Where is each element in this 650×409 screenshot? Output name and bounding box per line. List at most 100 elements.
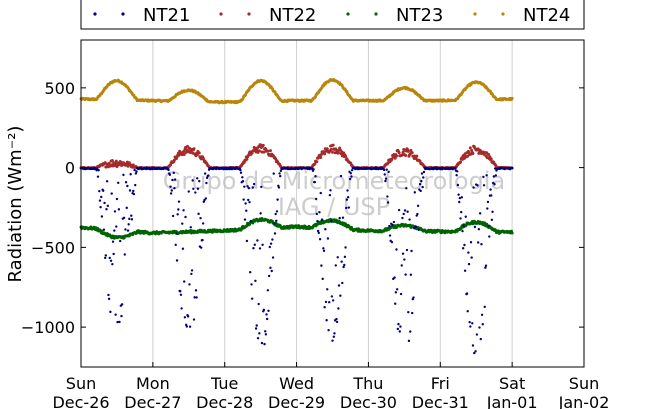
point-nt21-272 [257, 302, 260, 306]
point-nt21-366 [318, 238, 322, 241]
point-nt21-619 [484, 266, 487, 269]
point-nt21-578 [457, 193, 460, 196]
point-nt22-481 [393, 156, 397, 160]
point-nt22-405 [344, 154, 348, 158]
point-nt21-581 [459, 217, 462, 220]
point-nt22-501 [406, 149, 410, 153]
point-nt21-176 [194, 289, 198, 292]
point-nt22-361 [315, 160, 319, 164]
point-nt21-72 [126, 229, 130, 232]
point-nt21-179 [196, 187, 200, 190]
point-nt21-632 [492, 175, 496, 178]
point-nt22-358 [313, 162, 317, 166]
point-nt21-521 [420, 179, 423, 183]
point-nt21-190 [203, 172, 207, 175]
watermark-line-1: Grupo de Micrometeorologia [163, 167, 505, 195]
point-nt21-402 [342, 265, 345, 269]
point-nt21-170 [190, 269, 194, 272]
point-nt21-515 [416, 212, 419, 216]
point-nt21-299 [275, 219, 278, 222]
point-nt22-173 [192, 147, 196, 151]
point-nt21-49 [111, 240, 115, 243]
point-nt21-266 [253, 243, 256, 246]
point-nt21-509 [412, 296, 415, 299]
x-tick-day-6: Sat [499, 374, 525, 393]
point-nt21-303 [277, 186, 281, 189]
point-nt21-286 [266, 289, 270, 292]
legend-marker-nt22-b [247, 12, 251, 16]
point-nt21-629 [490, 218, 494, 221]
point-nt22-386 [331, 143, 335, 147]
point-nt21-36 [103, 201, 106, 205]
point-nt21-623 [486, 200, 490, 204]
point-nt21-145 [174, 243, 177, 247]
point-nt21-160 [184, 215, 187, 219]
point-nt21-158 [183, 280, 186, 283]
point-nt21-399 [340, 260, 343, 263]
point-nt21-304 [278, 172, 281, 175]
point-nt21-187 [201, 222, 205, 225]
point-nt21-622 [486, 207, 489, 210]
point-nt21-65 [122, 173, 125, 177]
point-nt21-391 [335, 317, 338, 321]
point-nt21-480 [393, 276, 396, 279]
point-nt21-491 [400, 264, 403, 267]
point-nt21-498 [405, 187, 408, 190]
point-nt21-42 [107, 293, 110, 297]
point-nt21-375 [324, 300, 328, 304]
point-nt21-380 [328, 301, 331, 304]
point-nt22-385 [331, 150, 334, 154]
point-nt21-291 [269, 242, 273, 245]
point-nt21-60 [118, 239, 122, 243]
point-nt21-483 [395, 248, 398, 251]
point-nt21-51 [113, 229, 116, 232]
point-nt21-57 [117, 181, 120, 185]
point-nt21-67 [123, 253, 126, 256]
point-nt21-489 [399, 325, 402, 328]
point-nt21-262 [250, 297, 254, 300]
point-nt21-281 [263, 342, 266, 346]
point-nt21-376 [325, 319, 328, 322]
point-nt22-483 [395, 154, 399, 158]
point-nt21-27 [97, 169, 100, 172]
point-nt21-30 [99, 205, 102, 209]
point-nt21-467 [384, 177, 388, 180]
point-nt21-292 [270, 269, 273, 273]
point-nt21-298 [274, 212, 277, 216]
point-nt21-598 [470, 256, 473, 259]
point-nt21-472 [388, 224, 391, 228]
point-nt22-163 [185, 144, 189, 148]
point-nt21-306 [279, 169, 283, 173]
point-nt21-270 [256, 239, 259, 242]
point-nt21-37 [103, 256, 107, 260]
point-nt21-172 [192, 187, 195, 190]
point-nt21-510 [412, 226, 416, 230]
point-nt21-253 [245, 209, 248, 212]
point-nt21-58 [117, 208, 121, 211]
point-nt21-466 [384, 179, 387, 183]
grid-lines [152, 40, 513, 367]
point-nt21-249 [242, 198, 245, 201]
point-nt21-175 [194, 191, 197, 194]
point-nt21-142 [172, 171, 175, 175]
point-nt21-496 [403, 209, 407, 212]
point-nt21-600 [471, 344, 475, 347]
point-nt21-414 [350, 175, 353, 178]
point-nt21-153 [179, 293, 183, 296]
legend: NT21 NT22 NT23 NT24 [80, 0, 585, 30]
plot-area [81, 40, 584, 367]
point-nt21-379 [327, 328, 330, 332]
point-nt21-264 [252, 247, 255, 250]
point-nt21-615 [481, 323, 484, 326]
point-nt21-62 [120, 314, 123, 318]
point-nt21-473 [388, 234, 392, 237]
point-nt21-493 [401, 252, 405, 255]
point-nt21-406 [345, 206, 348, 210]
point-nt21-476 [390, 240, 394, 244]
point-nt21-497 [404, 273, 407, 276]
point-nt21-166 [188, 283, 191, 286]
x-tick-date-6: Jan-01 [486, 393, 538, 409]
point-nt22-596 [468, 146, 472, 150]
point-nt21-162 [185, 325, 189, 328]
